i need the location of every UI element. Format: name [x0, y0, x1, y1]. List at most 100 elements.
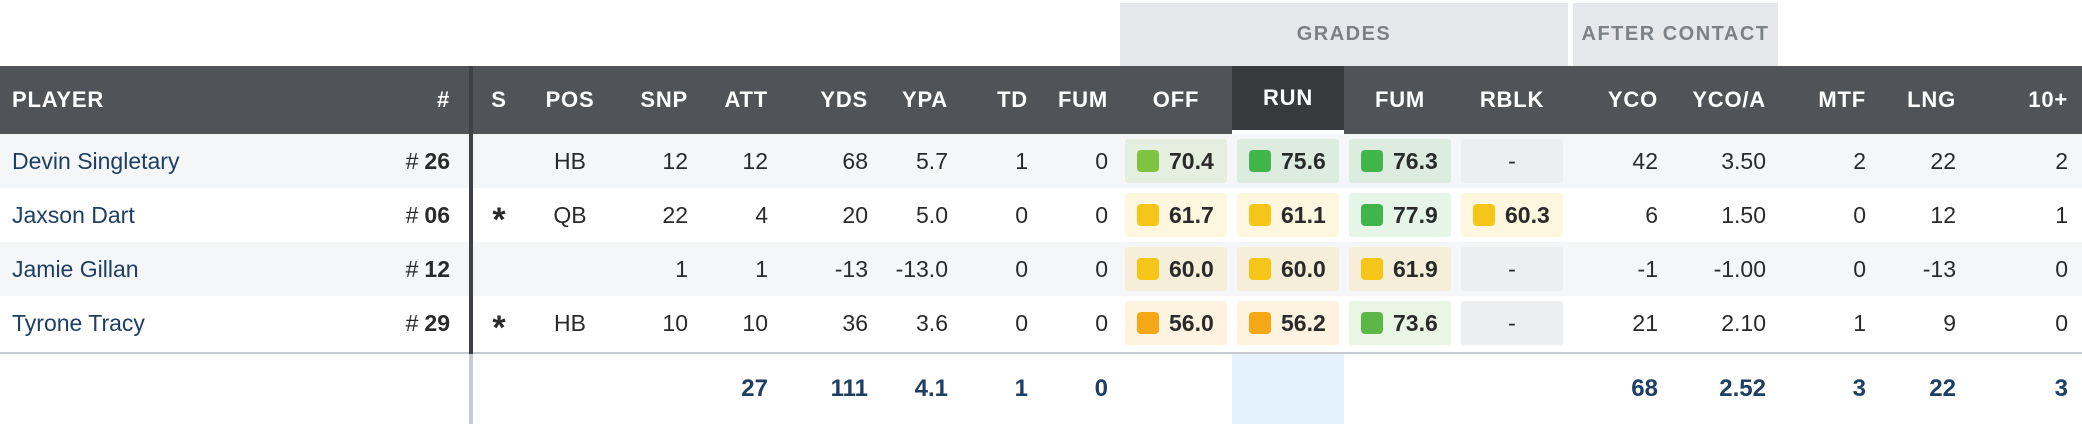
cell-fum: 0	[1095, 309, 1108, 336]
cell-ten-plus: 1	[2055, 201, 2068, 228]
grade-cell-fum-grade: 61.9	[1349, 247, 1451, 291]
grade-cell-run: 75.6	[1237, 139, 1339, 183]
table-row[interactable]: Jaxson Dart #06 * QB 22 4 20 5.0 0 0 61.7 61.1 77.9 6…	[0, 188, 2082, 242]
grade-color-swatch	[1137, 150, 1159, 172]
column-header-pos[interactable]: POS	[545, 87, 595, 112]
cell-ypa: 3.6	[916, 309, 948, 336]
grade-cell-off: 60.0	[1125, 247, 1227, 291]
column-header-lng[interactable]: LNG	[1907, 87, 1956, 112]
table-row[interactable]: Devin Singletary #26 HB 12 12 68 5.7 1 0 70.4 75.6…	[0, 134, 2082, 188]
grade-cell-off: 56.0	[1125, 301, 1227, 345]
total-ten-plus: 3	[2054, 375, 2068, 402]
column-header-td[interactable]: TD	[997, 87, 1028, 112]
column-header-yco-a[interactable]: YCO/A	[1692, 87, 1766, 112]
cell-pos	[530, 242, 610, 296]
cell-ypa: -13.0	[895, 255, 948, 282]
cell-att: 12	[742, 147, 768, 174]
grade-color-swatch	[1361, 258, 1383, 280]
cell-yco: 42	[1632, 147, 1658, 174]
column-header-att[interactable]: ATT	[724, 87, 768, 112]
column-header-fum[interactable]: FUM	[1057, 87, 1108, 112]
total-td: 1	[1014, 375, 1028, 402]
grade-value: 76.3	[1393, 147, 1438, 174]
jersey-number: 06	[424, 201, 450, 228]
cell-td: 0	[1015, 309, 1028, 336]
column-header-rblk[interactable]: RBLK	[1479, 87, 1545, 112]
column-header-yds[interactable]: YDS	[820, 87, 868, 112]
cell-att: 1	[755, 255, 768, 282]
starter-asterisk-icon: *	[492, 309, 506, 347]
cell-lng: 12	[1930, 201, 1956, 228]
cell-yco-a: 2.10	[1721, 309, 1766, 336]
cell-snp: 12	[662, 147, 688, 174]
jersey-number-prefix: #	[405, 255, 419, 282]
table-row[interactable]: Tyrone Tracy #29 * HB 10 10 36 3.6 0 0 56.0 56.2 73.…	[0, 296, 2082, 350]
column-header-s[interactable]: S	[491, 87, 507, 112]
column-header-off[interactable]: OFF	[1152, 87, 1200, 112]
total-att: 27	[741, 375, 768, 402]
cell-snp: 1	[675, 255, 688, 282]
cell-lng: 9	[1943, 309, 1956, 336]
grade-value: 60.0	[1169, 255, 1214, 282]
column-header-ypa[interactable]: YPA	[901, 87, 948, 112]
cell-pos: QB	[553, 201, 587, 228]
grade-value: 61.1	[1281, 201, 1326, 228]
cell-number: #06	[380, 188, 450, 242]
cell-yco: -1	[1637, 255, 1658, 282]
column-header-run[interactable]: RUN	[1232, 66, 1344, 134]
cell-s	[478, 134, 520, 188]
grade-value: 70.4	[1169, 147, 1214, 174]
jersey-number-prefix: #	[405, 309, 419, 336]
column-header-player[interactable]: PLAYER	[12, 87, 105, 112]
grade-value: 61.7	[1169, 201, 1214, 228]
cell-fum: 0	[1095, 201, 1108, 228]
grade-value: 60.0	[1281, 255, 1326, 282]
column-header-mtf[interactable]: MTF	[1818, 87, 1866, 112]
cell-lng: 22	[1930, 147, 1956, 174]
grade-color-swatch	[1361, 312, 1383, 334]
cell-pos: HB	[554, 147, 586, 174]
column-header-ten-plus[interactable]: 10+	[2028, 87, 2068, 112]
totals-divider	[469, 354, 473, 424]
column-header-snp[interactable]: SNP	[640, 87, 688, 112]
cell-yco-a: 1.50	[1721, 201, 1766, 228]
cell-ypa: 5.0	[916, 201, 948, 228]
cell-att: 4	[755, 201, 768, 228]
player-name-link[interactable]: Jaxson Dart	[12, 201, 135, 228]
jersey-number: 12	[424, 255, 450, 282]
jersey-number-prefix: #	[405, 201, 419, 228]
grade-cell-run: 56.2	[1237, 301, 1339, 345]
grade-cell-run: 61.1	[1237, 193, 1339, 237]
grade-color-swatch	[1249, 150, 1271, 172]
cell-snp: 10	[662, 309, 688, 336]
column-header-fum-grade[interactable]: FUM	[1374, 87, 1426, 112]
grade-value: 75.6	[1281, 147, 1326, 174]
cell-mtf: 1	[1853, 309, 1866, 336]
total-yco: 68	[1631, 375, 1658, 402]
cell-number: #29	[380, 296, 450, 350]
total-mtf: 3	[1852, 375, 1866, 402]
cell-s: *	[478, 188, 520, 242]
grade-cell-rblk: -	[1461, 139, 1563, 183]
column-header-yco[interactable]: YCO	[1607, 87, 1658, 112]
grade-color-swatch	[1361, 150, 1383, 172]
player-name-link[interactable]: Tyrone Tracy	[12, 309, 145, 336]
grade-color-swatch	[1137, 258, 1159, 280]
grade-value: 61.9	[1393, 255, 1438, 282]
run-column-highlight	[1232, 354, 1344, 424]
table-header-row: PLAYER # S POS SNP ATT YDS YPA TD FUM OFF RUN FUM RBL…	[0, 66, 2082, 134]
cell-ten-plus: 0	[2055, 255, 2068, 282]
player-name-link[interactable]: Jamie Gillan	[12, 255, 139, 282]
grade-cell-off: 61.7	[1125, 193, 1227, 237]
totals-separator	[0, 352, 2082, 354]
column-header-number[interactable]: #	[436, 87, 450, 112]
cell-mtf: 0	[1853, 201, 1866, 228]
total-lng: 22	[1929, 375, 1956, 402]
grade-value: 60.3	[1505, 201, 1550, 228]
cell-yds: -13	[834, 255, 868, 282]
grade-cell-rblk: 60.3	[1461, 193, 1563, 237]
grade-cell-off: 70.4	[1125, 139, 1227, 183]
table-row[interactable]: Jamie Gillan #12 1 1 -13 -13.0 0 0 60.0 60.0 61.9-…	[0, 242, 2082, 296]
player-name-link[interactable]: Devin Singletary	[12, 147, 180, 174]
cell-yco: 21	[1632, 309, 1658, 336]
